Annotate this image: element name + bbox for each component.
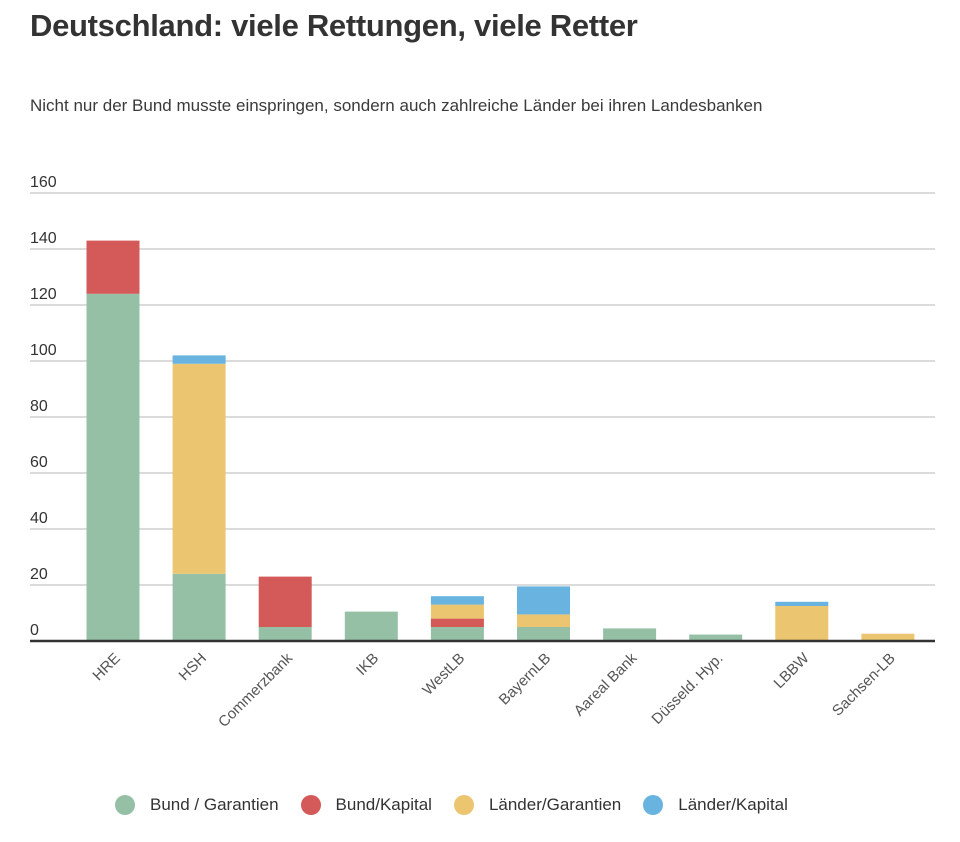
bar-düsseld-hyp-bund-garantien bbox=[689, 634, 743, 641]
x-tick-label: BayernLB bbox=[496, 650, 555, 709]
x-tick-label: HRE bbox=[89, 650, 123, 684]
legend: Bund / Garantien Bund/Kapital Länder/Garan… bbox=[115, 795, 810, 815]
legend-marker-icon bbox=[300, 795, 321, 815]
chart-title: Deutschland: viele Rettungen, viele Rett… bbox=[30, 8, 638, 43]
bar-westlb-länder-garantien bbox=[430, 604, 484, 619]
chart-plot: 0 20 40 60 80 100 120 140 160 HRE HSH Commerzbank I… bbox=[30, 174, 935, 731]
bar-bayernlb-länder-kapital bbox=[517, 586, 570, 615]
chart-subtitle: Nicht nur der Bund musste einspringen, s… bbox=[30, 96, 763, 115]
x-tick-label: Düsseld. Hyp. bbox=[648, 650, 726, 728]
x-tick-label: Sachsen-LB bbox=[829, 650, 899, 720]
bar-bayernlb-länder-garantien bbox=[517, 614, 570, 627]
y-tick-label: 60 bbox=[30, 454, 48, 471]
x-tick-label: Aareal Bank bbox=[571, 649, 641, 719]
x-tick-label: HSH bbox=[176, 650, 210, 684]
bar-commerzbank-bund-garantien bbox=[258, 627, 312, 641]
bar-lbbw-länder-kapital bbox=[775, 601, 829, 606]
legend-label: Bund / Garantien bbox=[150, 795, 279, 814]
y-tick-label: 0 bbox=[30, 622, 39, 639]
y-tick-label: 80 bbox=[30, 398, 48, 415]
gridlines bbox=[30, 192, 935, 586]
y-tick-label: 140 bbox=[30, 230, 57, 247]
y-tick-label: 100 bbox=[30, 342, 57, 359]
x-tick-label: Commerzbank bbox=[215, 649, 296, 730]
x-tick-label: WestLB bbox=[419, 650, 468, 699]
bar-hre-bund-garantien bbox=[86, 293, 140, 641]
bars bbox=[86, 240, 915, 641]
legend-label: Bund/Kapital bbox=[335, 795, 432, 814]
y-tick-label: 20 bbox=[30, 566, 48, 583]
bar-hsh-länder-kapital bbox=[172, 355, 226, 364]
bar-westlb-länder-kapital bbox=[430, 596, 484, 605]
bar-hsh-bund-garantien bbox=[172, 573, 226, 641]
legend-item: Länder/Kapital bbox=[643, 795, 788, 815]
legend-item: Länder/Garantien bbox=[453, 795, 622, 815]
legend-label: Länder/Kapital bbox=[678, 795, 788, 814]
bar-hsh-länder-garantien bbox=[172, 363, 226, 574]
x-axis-labels: HRE HSH Commerzbank IKB WestLB BayernLB Aareal… bbox=[89, 649, 898, 731]
bar-sachsen-lb-länder-garantien bbox=[861, 633, 915, 641]
legend-marker-icon bbox=[453, 795, 474, 815]
legend-item: Bund/Kapital bbox=[300, 795, 432, 815]
y-tick-label: 40 bbox=[30, 510, 48, 527]
bar-commerzbank-bund-kapital bbox=[258, 576, 312, 627]
x-tick-label: LBBW bbox=[771, 649, 814, 692]
legend-item: Bund / Garantien bbox=[115, 795, 279, 815]
y-tick-label: 120 bbox=[30, 286, 57, 303]
bar-ikb-bund-garantien bbox=[344, 611, 398, 641]
legend-marker-icon bbox=[115, 795, 135, 815]
bar-westlb-bund-kapital bbox=[430, 618, 484, 627]
bar-bayernlb-bund-garantien bbox=[517, 627, 570, 641]
y-axis-ticks: 0 20 40 60 80 100 120 140 160 bbox=[30, 174, 57, 639]
y-tick-label: 160 bbox=[30, 174, 57, 191]
legend-marker-icon bbox=[643, 795, 664, 815]
bar-hre-bund-kapital bbox=[86, 240, 140, 294]
legend-label: Länder/Garantien bbox=[488, 795, 622, 814]
x-tick-label: IKB bbox=[353, 650, 382, 679]
bar-aareal-bank-bund-garantien bbox=[603, 628, 657, 641]
bar-lbbw-länder-garantien bbox=[775, 606, 829, 641]
bar-westlb-bund-garantien bbox=[430, 627, 484, 641]
